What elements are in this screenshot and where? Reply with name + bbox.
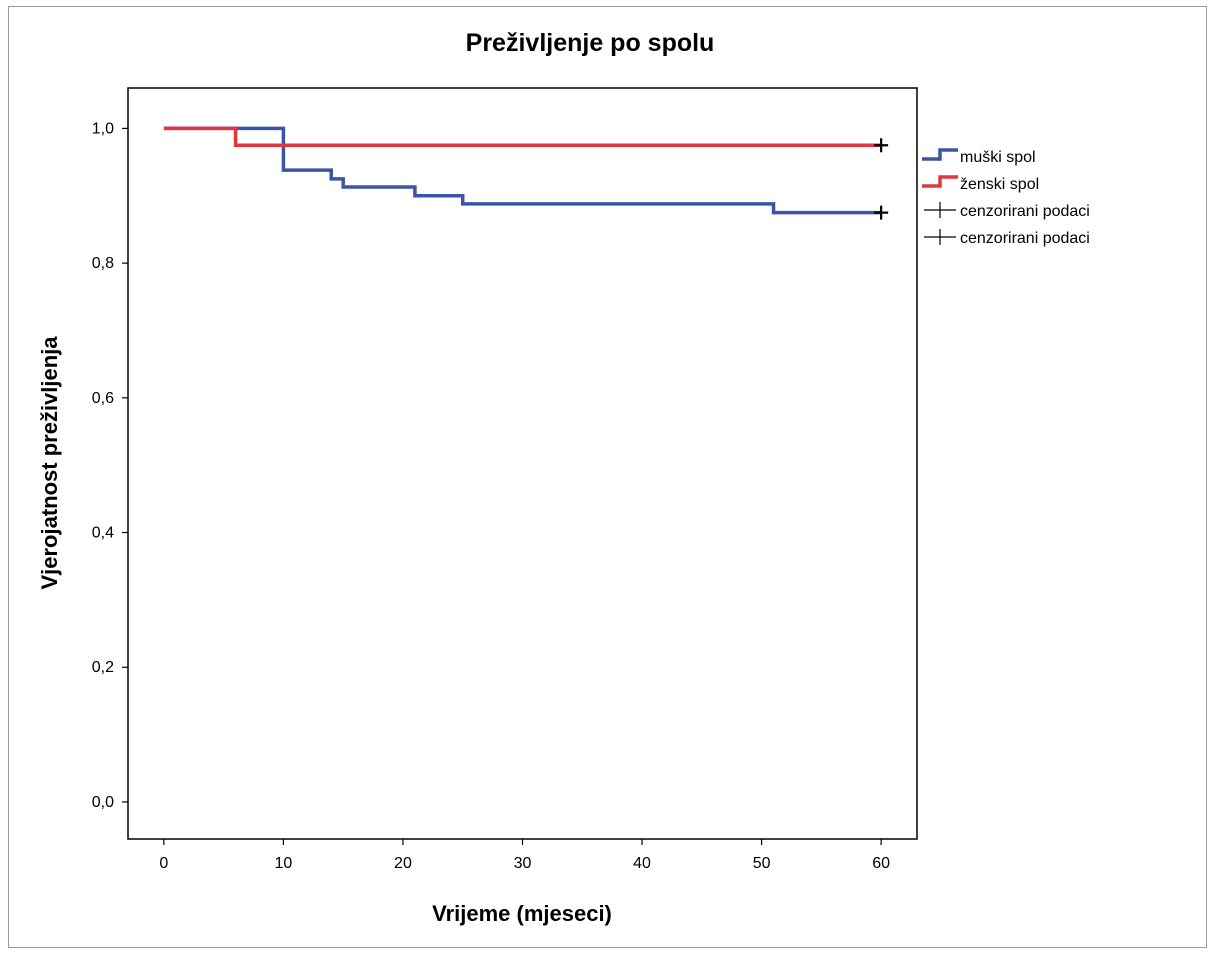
x-axis: 0 10 20 30 40 50 60 [159,839,890,872]
x-tick-label: 0 [159,855,168,872]
legend-label-muski-spol: muški spol [960,149,1036,166]
series-line-zenski-spol [163,126,882,148]
y-tick-label: 0,4 [92,525,114,542]
legend-swatch-censored [924,229,956,245]
y-tick-label: 0,2 [92,659,114,676]
x-tick-label: 30 [514,855,532,872]
legend-swatch-muski-spol [922,148,958,161]
y-tick-label: 0,8 [92,255,114,272]
legend-label-zenski-spol: ženski spol [960,176,1039,193]
x-tick-label: 20 [394,855,412,872]
series-layer [163,126,889,220]
chart-title: Preživljenje po spolu [466,29,715,57]
legend-swatch-zenski-spol [922,175,958,188]
y-tick-label: 1,0 [92,120,114,137]
y-axis: 0,0 0,2 0,4 0,6 0,8 1,0 [92,120,128,811]
censor-mark-zenski-spol [874,138,889,153]
x-tick-label: 40 [633,855,651,872]
x-tick-label: 60 [872,855,890,872]
x-tick-label: 50 [753,855,771,872]
censor-mark-muski-spol [874,205,889,220]
x-tick-label: 10 [275,855,293,872]
legend: muški spol ženski spol cenzorirani podaci c… [922,148,1090,247]
plot-area [127,87,918,840]
legend-label-censored: cenzorirani podaci [960,230,1090,247]
x-axis-title: Vrijeme (mjeseci) [432,901,612,926]
legend-label-censored: cenzorirani podaci [960,203,1090,220]
y-tick-label: 0,6 [92,390,114,407]
y-tick-label: 0,0 [92,794,114,811]
y-axis-title: Vjerojatnost preživljenja [37,336,62,590]
series-line-muski-spol [163,126,882,215]
legend-swatch-censored [924,202,956,218]
